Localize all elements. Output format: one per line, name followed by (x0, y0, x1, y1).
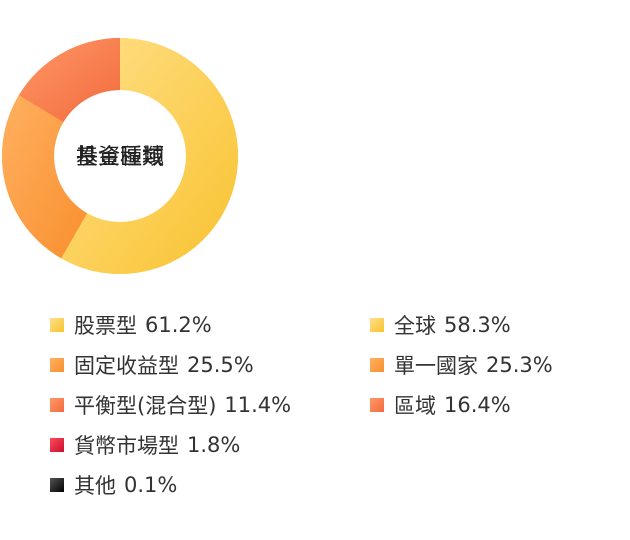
legend-item-balanced: 平衡型(混合型) 11.4% (50, 385, 291, 425)
legend-swatch (50, 398, 64, 412)
fund-type-legend: 股票型 61.2% 固定收益型 25.5% 平衡型(混合型) 11.4% 貨幣市… (50, 305, 291, 505)
legend-swatch (370, 318, 384, 332)
legend-value: 25.3% (486, 353, 553, 377)
legend-item-stock: 股票型 61.2% (50, 305, 291, 345)
legend-swatch (370, 398, 384, 412)
legend-item-other: 其他 0.1% (50, 465, 291, 505)
legend-item-global: 全球 58.3% (370, 305, 553, 345)
region-legend: 全球 58.3% 單一國家 25.3% 區域 16.4% (370, 305, 553, 425)
legend-label: 股票型 (74, 314, 137, 338)
legend-value: 16.4% (444, 393, 511, 417)
legend-label: 其他 (74, 474, 116, 498)
donut-slice-1-1 (1, 95, 88, 259)
legend-value: 11.4% (224, 393, 292, 417)
legend-value: 1.8% (187, 433, 241, 457)
donut-slice-1-2 (18, 38, 120, 123)
legend-label: 區域 (394, 394, 436, 418)
legend-value: 61.2% (145, 313, 212, 337)
fund-type-center-label: 基金種類 (76, 145, 164, 170)
legend-value: 58.3% (444, 313, 511, 337)
legend-label: 單一國家 (394, 354, 478, 378)
legend-swatch (50, 438, 64, 452)
region-chart (315, 0, 630, 540)
legend-item-regional: 區域 16.4% (370, 385, 553, 425)
legend-item-money-market: 貨幣市場型 1.8% (50, 425, 291, 465)
legend-swatch (50, 318, 64, 332)
legend-value: 25.5% (187, 353, 254, 377)
legend-swatch (50, 358, 64, 372)
region-center-label: 投資區域 (76, 145, 164, 170)
legend-item-single-country: 單一國家 25.3% (370, 345, 553, 385)
legend-swatch (50, 478, 64, 492)
legend-label: 固定收益型 (74, 354, 179, 378)
legend-swatch (370, 358, 384, 372)
legend-label: 全球 (394, 314, 436, 338)
legend-label: 平衡型(混合型) (74, 394, 217, 418)
legend-label: 貨幣市場型 (74, 434, 179, 458)
legend-item-fixed-income: 固定收益型 25.5% (50, 345, 291, 385)
legend-value: 0.1% (124, 473, 178, 497)
donut-slice-1-0 (61, 38, 238, 274)
region-donut: 投資區域 (1, 38, 238, 274)
